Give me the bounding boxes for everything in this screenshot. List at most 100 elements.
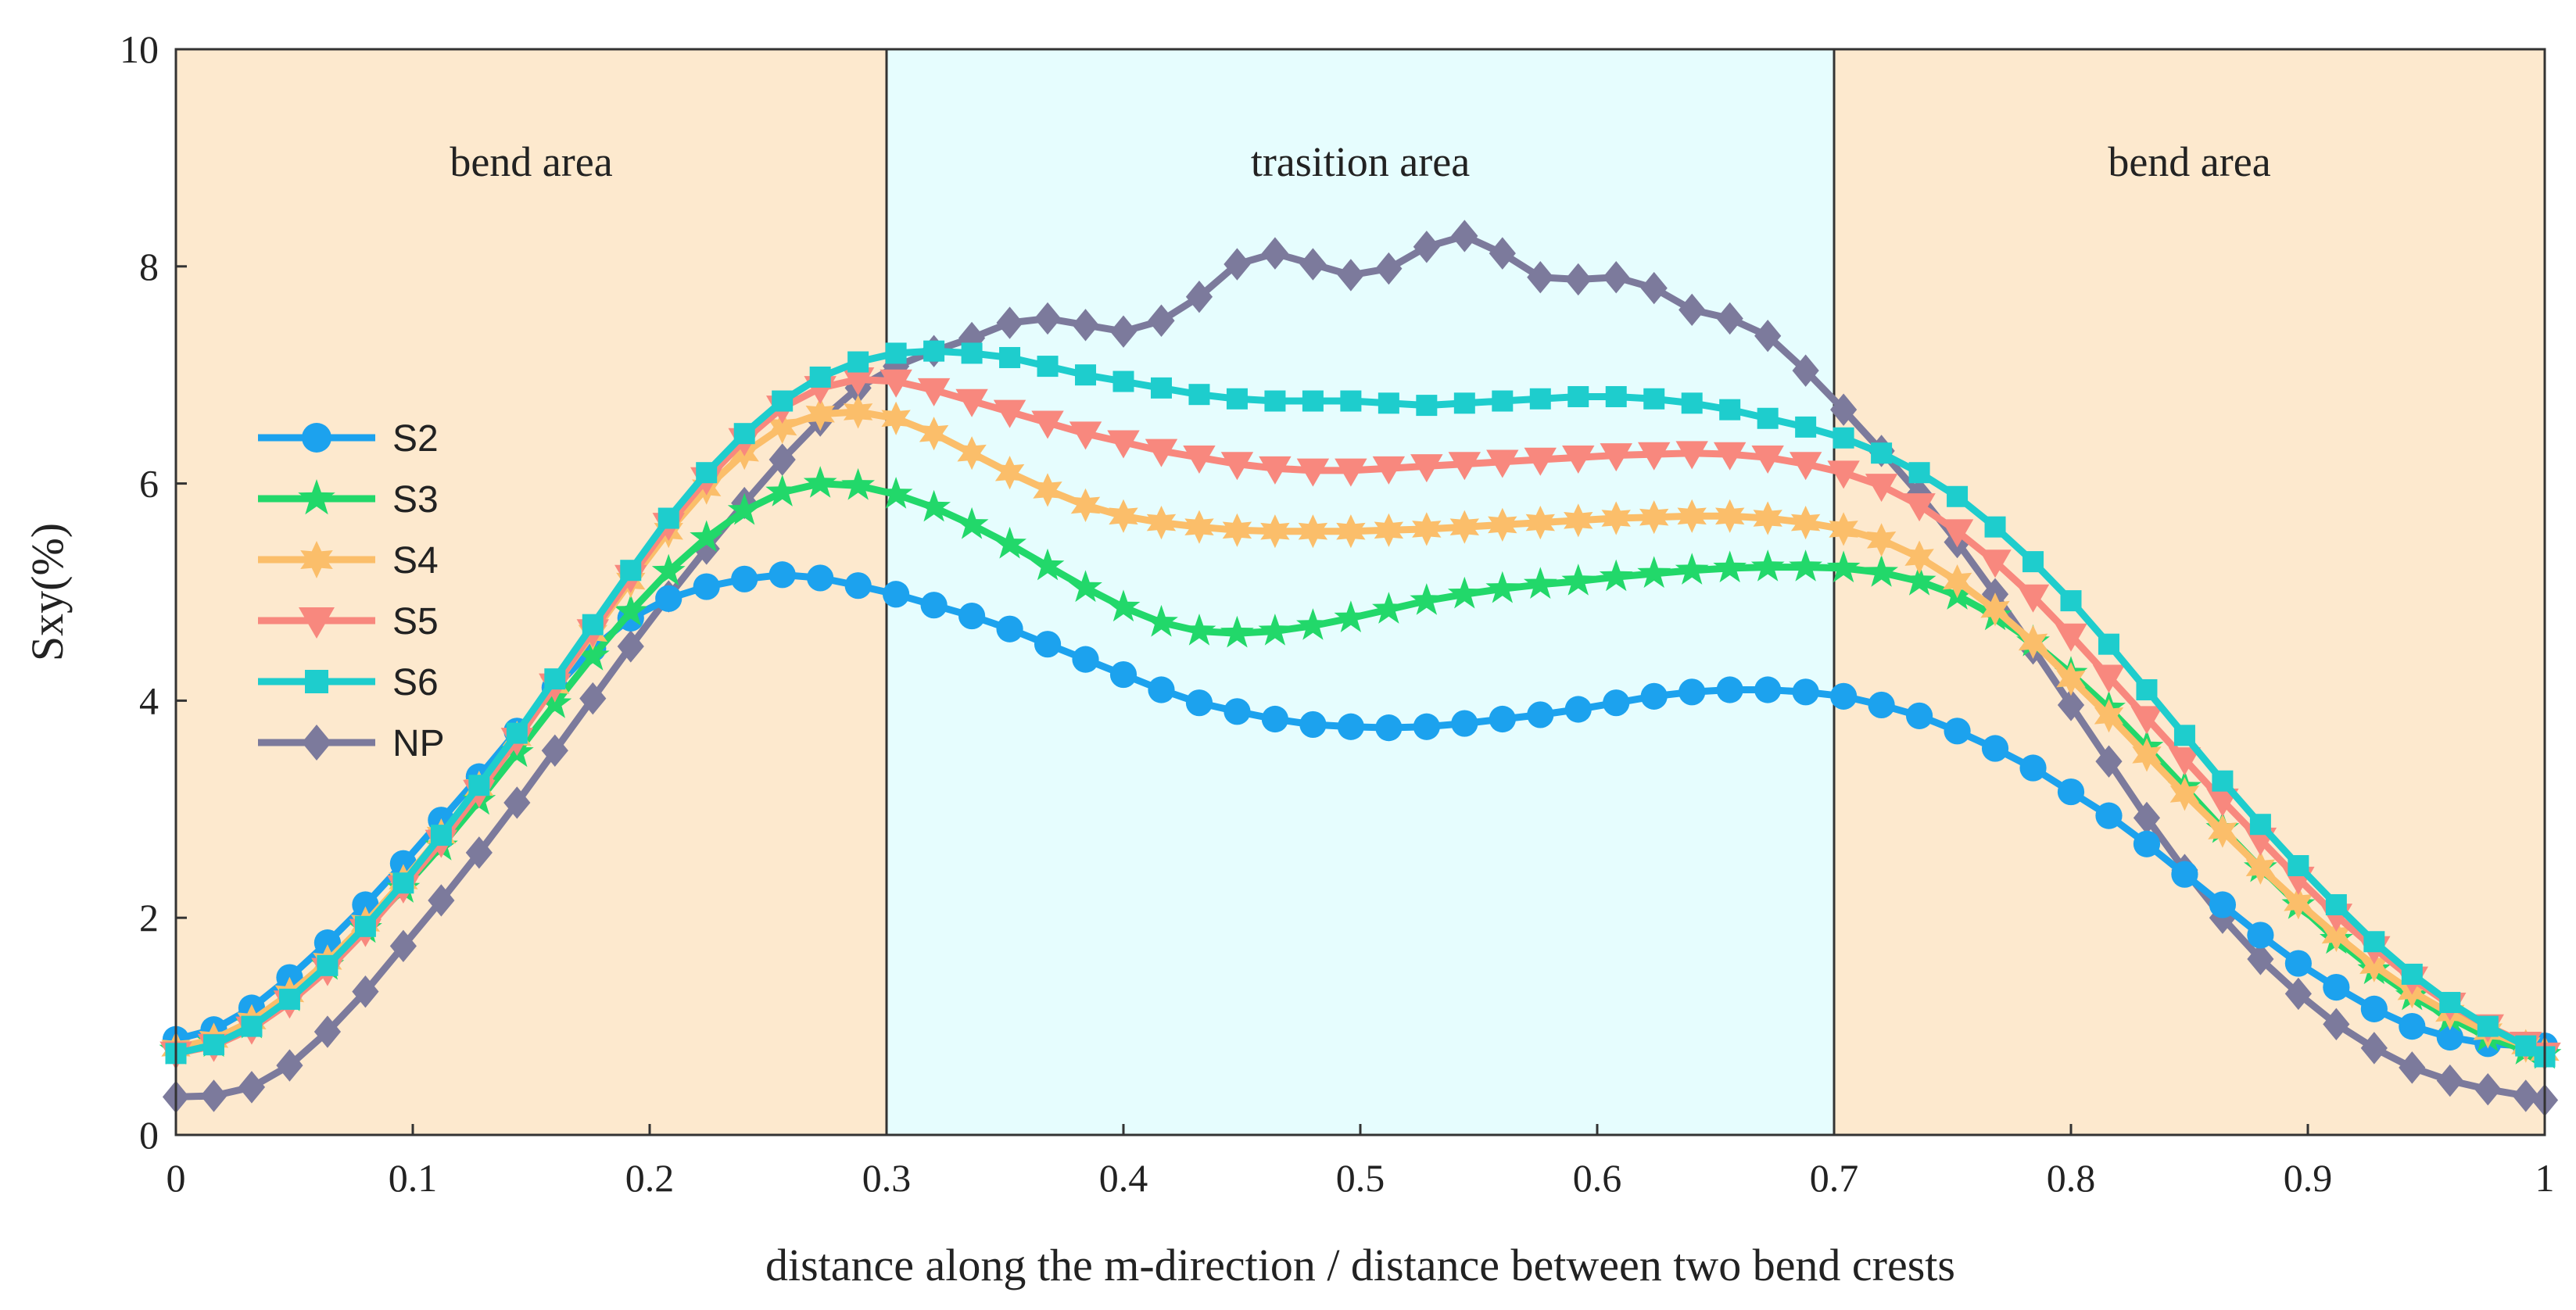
data-point-s3	[575, 639, 610, 671]
data-point-np	[1261, 237, 1289, 270]
data-point-s5	[1751, 445, 1784, 474]
data-point-s6	[241, 1015, 263, 1037]
data-point-s5	[1524, 447, 1557, 476]
data-point-s4	[2169, 777, 2200, 811]
data-point-s2	[1375, 714, 1403, 742]
data-point-s3	[1561, 564, 1596, 596]
y-tick-label: 10	[120, 27, 159, 71]
series-line-s3	[175, 480, 2546, 1058]
data-point-s4	[1184, 510, 1214, 544]
x-tick-label: 0.3	[862, 1156, 912, 1200]
data-point-s6	[2288, 855, 2309, 877]
data-point-s4	[1488, 507, 1517, 542]
y-tick-label: 4	[139, 678, 159, 722]
data-point-s4	[1336, 514, 1366, 549]
data-point-s6	[2022, 551, 2044, 573]
data-point-s6	[1037, 356, 1059, 378]
data-point-s4	[2284, 886, 2313, 920]
data-point-np	[1109, 315, 1138, 348]
y-tick-label: 8	[139, 245, 159, 288]
data-point-s6	[430, 825, 452, 846]
legend-item-np: NP	[258, 723, 445, 764]
data-point-np	[1489, 237, 1516, 270]
data-point-s6	[809, 366, 831, 388]
x-tick-label: 0.8	[2047, 1156, 2096, 1200]
data-point-s6	[468, 775, 490, 796]
data-point-s2	[2323, 973, 2350, 1001]
x-axis-title: distance along the m-direction / distanc…	[765, 1240, 1955, 1290]
data-point-s3	[1258, 614, 1292, 646]
data-point-s4	[1904, 540, 1934, 574]
region-label: bend area	[450, 138, 612, 185]
data-point-s5	[917, 378, 951, 406]
data-point-s4	[2018, 625, 2048, 659]
data-point-s6	[317, 954, 339, 976]
data-point-s3	[879, 477, 913, 509]
data-point-s2	[1868, 691, 1895, 719]
data-point-s2	[996, 615, 1023, 642]
legend-label: S6	[392, 662, 439, 703]
data-point-s2	[1830, 682, 1858, 710]
x-tick-label: 0	[167, 1156, 186, 1200]
data-point-np	[313, 1015, 342, 1048]
legend-item-s5: S5	[258, 601, 439, 642]
data-point-s6	[2136, 679, 2158, 701]
data-point-s2	[1603, 689, 1630, 717]
data-point-s5	[1675, 441, 1708, 470]
data-point-s4	[1260, 514, 1290, 549]
data-point-s5	[2168, 747, 2202, 776]
data-point-s6	[1795, 416, 1817, 438]
data-point-s6	[354, 915, 376, 937]
data-point-s5	[841, 367, 875, 396]
data-point-s4	[1601, 501, 1631, 535]
data-point-s3	[803, 466, 837, 498]
data-point-s2	[2209, 891, 2237, 918]
data-point-s6	[847, 351, 869, 373]
legend-marker	[300, 541, 333, 578]
data-point-s2	[2247, 922, 2274, 949]
data-point-np	[389, 929, 417, 963]
data-point-np	[2284, 977, 2312, 1011]
data-point-s4	[1639, 500, 1669, 535]
data-point-np	[2057, 689, 2085, 721]
legend-label: S5	[392, 601, 439, 642]
data-point-s6	[1567, 385, 1589, 407]
data-point-np	[1716, 302, 1743, 335]
data-point-s6	[961, 342, 983, 364]
data-point-np	[2360, 1032, 2388, 1065]
data-point-s6	[772, 390, 794, 412]
data-point-s2	[1944, 718, 1971, 745]
y-axis-title: Sxy(%)	[22, 523, 73, 661]
data-point-s4	[1753, 501, 1782, 535]
data-point-s6	[657, 507, 679, 529]
data-point-np	[1564, 263, 1592, 296]
data-point-s2	[1640, 682, 1668, 710]
data-point-s2	[1224, 698, 1251, 725]
data-point-np	[1679, 293, 1706, 327]
y-tick-label: 2	[139, 896, 159, 940]
data-point-s2	[807, 564, 834, 592]
data-point-s3	[1030, 548, 1065, 581]
data-point-s3	[955, 506, 989, 539]
x-tick-label: 0.1	[389, 1156, 438, 1200]
data-point-np	[996, 306, 1023, 339]
data-point-s2	[2095, 802, 2123, 829]
y-tick-label: 0	[139, 1113, 159, 1157]
data-point-s5	[1903, 493, 1936, 522]
data-point-s4	[1412, 512, 1442, 546]
data-point-s6	[1264, 390, 1286, 412]
data-point-s2	[883, 581, 910, 608]
data-point-np	[1072, 309, 1099, 342]
data-point-s5	[1145, 438, 1178, 467]
data-point-s5	[993, 399, 1026, 428]
series-line-s6	[174, 347, 2547, 1060]
data-point-s6	[1112, 370, 1134, 392]
series-lines	[159, 220, 2562, 1117]
data-point-s3	[1826, 550, 1861, 583]
data-point-s4	[1374, 513, 1404, 547]
data-point-s5	[1600, 443, 1632, 472]
data-point-s6	[1378, 392, 1399, 414]
data-point-s5	[1107, 430, 1140, 459]
data-point-s6	[696, 462, 718, 484]
data-point-s2	[1981, 735, 2009, 762]
